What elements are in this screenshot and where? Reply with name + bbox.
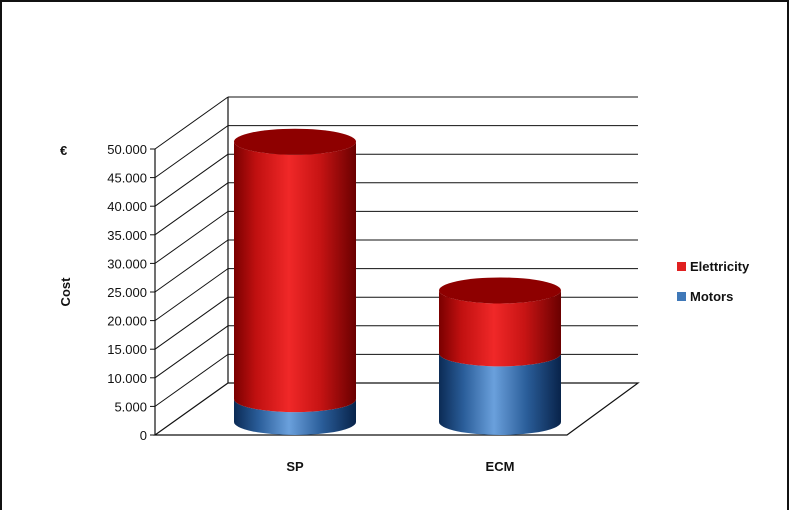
gridline-diagonal: [154, 182, 229, 236]
y-tick-label: 45.000: [107, 171, 147, 186]
gridline-diagonal: [154, 125, 229, 179]
legend: Elettricity Motors: [677, 259, 750, 304]
bar-segment-motors-sp: [234, 399, 356, 435]
gridline-diagonal: [154, 153, 229, 207]
y-tick-label: 30.000: [107, 256, 147, 271]
y-tick-label: 0: [140, 428, 147, 443]
x-category-label: ECM: [486, 459, 515, 474]
y-axis-label: Cost: [58, 277, 73, 307]
unit-label: €: [60, 143, 67, 158]
gridline-diagonal: [154, 325, 229, 379]
floor: [153, 382, 640, 436]
gridline-diagonal: [154, 96, 229, 150]
bars: [234, 128, 561, 435]
gridline-diagonal: [154, 210, 229, 264]
y-tick-label: 5.000: [114, 399, 147, 414]
y-tick-label: 40.000: [107, 199, 147, 214]
bar-top-ecm: [439, 277, 561, 304]
bar-top-sp: [234, 128, 356, 155]
y-tick-label: 50.000: [107, 142, 147, 157]
y-tick-label: 20.000: [107, 314, 147, 329]
y-tick-label: 10.000: [107, 371, 147, 386]
gridline-diagonal: [154, 353, 229, 407]
gridline-diagonal: [154, 239, 229, 293]
bar-segment-motors-ecm: [439, 353, 561, 435]
bar-segment-elettricity-ecm: [439, 290, 561, 367]
x-axis-categories: SP ECM: [286, 459, 514, 474]
x-category-label: SP: [286, 459, 304, 474]
y-tick-label: 35.000: [107, 228, 147, 243]
legend-label-elettricity: Elettricity: [690, 259, 750, 274]
bar-segment-elettricity-sp: [234, 141, 356, 413]
legend-swatch-elettricity: [677, 262, 686, 271]
legend-label-motors: Motors: [690, 289, 733, 304]
gridline-diagonal: [154, 296, 229, 350]
y-tick-label: 25.000: [107, 285, 147, 300]
legend-swatch-motors: [677, 292, 686, 301]
chart-walls: [153, 97, 640, 436]
y-tick-label: 15.000: [107, 342, 147, 357]
y-axis-ticks: 0 5.000 10.000 15.000 20.000 25.000 30.000 35.0…: [107, 142, 155, 443]
gridline-diagonal: [154, 268, 229, 322]
